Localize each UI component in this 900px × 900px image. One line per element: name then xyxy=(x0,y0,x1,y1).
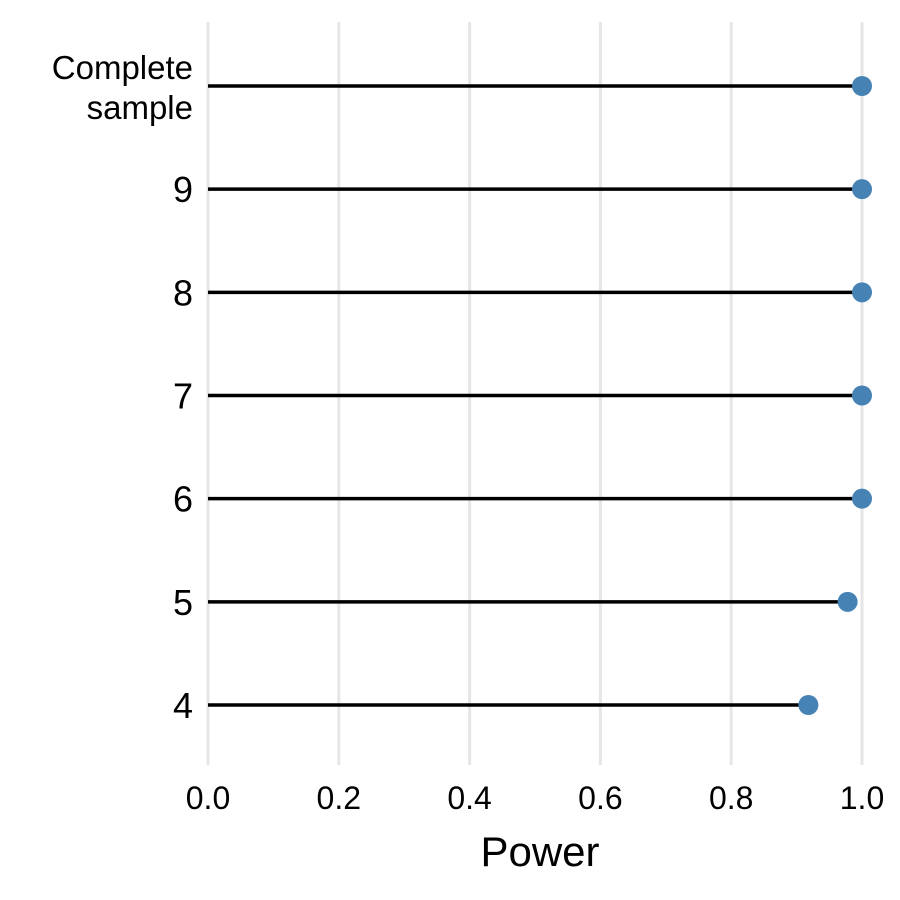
y-tick-label: 4 xyxy=(173,685,193,726)
stems xyxy=(208,84,862,707)
y-tick-label: 6 xyxy=(173,479,193,520)
data-point xyxy=(852,488,872,509)
x-axis-label: Power xyxy=(480,828,599,875)
data-point xyxy=(852,76,872,96)
data-point xyxy=(798,695,819,715)
data-point xyxy=(837,591,858,612)
y-tick-label: Complete sample xyxy=(52,49,193,126)
x-tick-label: 0.8 xyxy=(709,780,753,816)
x-tick-label: 0.0 xyxy=(186,780,230,816)
y-tick-label: 5 xyxy=(173,582,193,623)
x-axis-tick-labels: 0.0 0.2 0.4 0.6 0.8 1.0 xyxy=(186,780,884,816)
y-tick-label: 8 xyxy=(173,272,193,313)
points xyxy=(798,76,872,715)
x-tick-label: 0.2 xyxy=(317,780,361,816)
x-tick-label: 1.0 xyxy=(840,780,884,816)
data-point xyxy=(852,179,872,200)
data-point xyxy=(852,385,872,406)
y-tick-label: 7 xyxy=(173,376,193,417)
data-point xyxy=(852,282,872,303)
x-tick-label: 0.4 xyxy=(447,780,491,816)
y-tick-label: 9 xyxy=(173,169,193,210)
y-axis-tick-labels: Complete sample 9 8 7 6 5 4 xyxy=(52,49,193,726)
grid-lines xyxy=(206,22,864,765)
x-tick-label: 0.6 xyxy=(578,780,622,816)
